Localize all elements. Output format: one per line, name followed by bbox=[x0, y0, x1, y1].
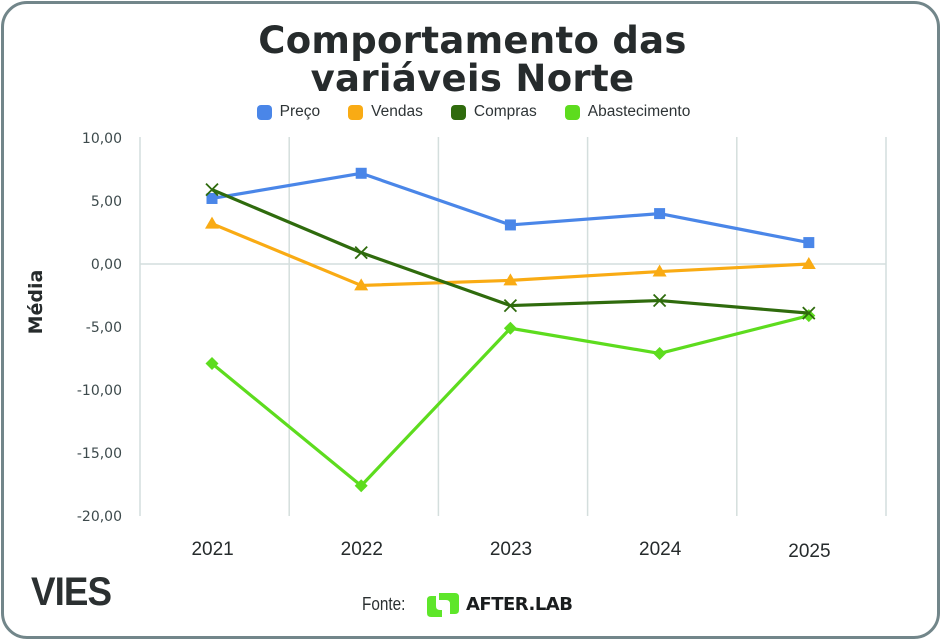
afterlab-logo-icon bbox=[427, 593, 459, 617]
data-point-preco bbox=[355, 167, 367, 179]
legend-label-abastecimento: Abastecimento bbox=[587, 103, 691, 120]
y-tick-label: 0,00 bbox=[91, 257, 122, 273]
y-axis-label: Média bbox=[25, 270, 47, 335]
data-point-preco bbox=[206, 192, 218, 204]
y-tick-label: -10,00 bbox=[77, 383, 122, 399]
chart-title: Comportamento das variáveis Norte bbox=[0, 22, 945, 98]
series-vendas bbox=[205, 216, 816, 291]
x-tick-label: 2024 bbox=[639, 539, 682, 560]
series-preco bbox=[206, 167, 815, 249]
legend-label-vendas: Vendas bbox=[371, 103, 423, 120]
y-tick-label: 5,00 bbox=[91, 194, 122, 210]
x-tick-label: 2023 bbox=[490, 539, 532, 560]
y-tick-label: -15,00 bbox=[77, 446, 122, 462]
series-line-compras bbox=[211, 188, 809, 315]
data-point-preco bbox=[803, 237, 815, 249]
series-group bbox=[205, 167, 816, 493]
y-axis-ticks: 10,00 5,00 0,00 -5,00 -10,00 -15,00 -20,00 bbox=[77, 131, 122, 525]
legend: Preço Vendas Compras Abastecimento bbox=[0, 103, 945, 121]
legend-item-compras: Compras bbox=[450, 103, 537, 121]
x-tick-label: 2022 bbox=[341, 539, 383, 560]
series-line-preco bbox=[211, 171, 810, 245]
legend-item-vendas: Vendas bbox=[348, 103, 423, 121]
data-point-compras bbox=[503, 298, 518, 313]
series-abastecimento bbox=[205, 309, 816, 493]
y-tick-label: -5,00 bbox=[86, 320, 122, 336]
x-axis-ticks: 2021 2022 2023 2024 2025 bbox=[191, 539, 830, 562]
series-compras bbox=[205, 183, 816, 320]
legend-swatch-abastecimento bbox=[564, 104, 580, 120]
legend-item-preco: Preço bbox=[256, 103, 321, 121]
vies-logo: VIES bbox=[31, 570, 112, 614]
y-tick-label: 10,00 bbox=[82, 131, 122, 147]
data-point-abastecimento bbox=[653, 346, 667, 360]
legend-swatch-compras bbox=[450, 104, 466, 120]
legend-item-abastecimento: Abastecimento bbox=[564, 103, 691, 121]
data-point-abastecimento bbox=[802, 309, 816, 323]
data-point-vendas bbox=[801, 257, 816, 269]
data-point-abastecimento bbox=[205, 357, 219, 371]
data-point-vendas bbox=[205, 216, 219, 229]
data-point-preco bbox=[504, 219, 516, 231]
y-tick-label: -20,00 bbox=[77, 509, 122, 525]
chart-title-line-2: variáveis Norte bbox=[310, 57, 635, 100]
data-point-abastecimento bbox=[354, 479, 368, 493]
data-point-compras bbox=[802, 306, 816, 320]
series-line-abastecimento bbox=[210, 314, 810, 488]
legend-label-compras: Compras bbox=[473, 103, 537, 120]
data-point-preco bbox=[654, 208, 666, 220]
data-point-compras bbox=[652, 293, 667, 308]
data-point-vendas bbox=[354, 278, 369, 291]
legend-label-preco: Preço bbox=[279, 103, 321, 120]
data-point-compras bbox=[354, 246, 368, 260]
data-point-abastecimento bbox=[503, 321, 517, 335]
chart-title-line-1: Comportamento das bbox=[258, 19, 687, 62]
x-tick-label: 2021 bbox=[191, 539, 233, 560]
source-name: AFTER.LAB bbox=[466, 594, 573, 615]
legend-swatch-preco bbox=[256, 104, 272, 120]
gridlines bbox=[139, 137, 887, 516]
legend-swatch-vendas bbox=[348, 104, 364, 120]
data-point-vendas bbox=[503, 273, 518, 286]
data-point-compras bbox=[205, 183, 219, 197]
source-label: Fonte: bbox=[362, 594, 406, 614]
x-tick-label: 2025 bbox=[788, 541, 830, 562]
data-point-vendas bbox=[652, 264, 667, 277]
